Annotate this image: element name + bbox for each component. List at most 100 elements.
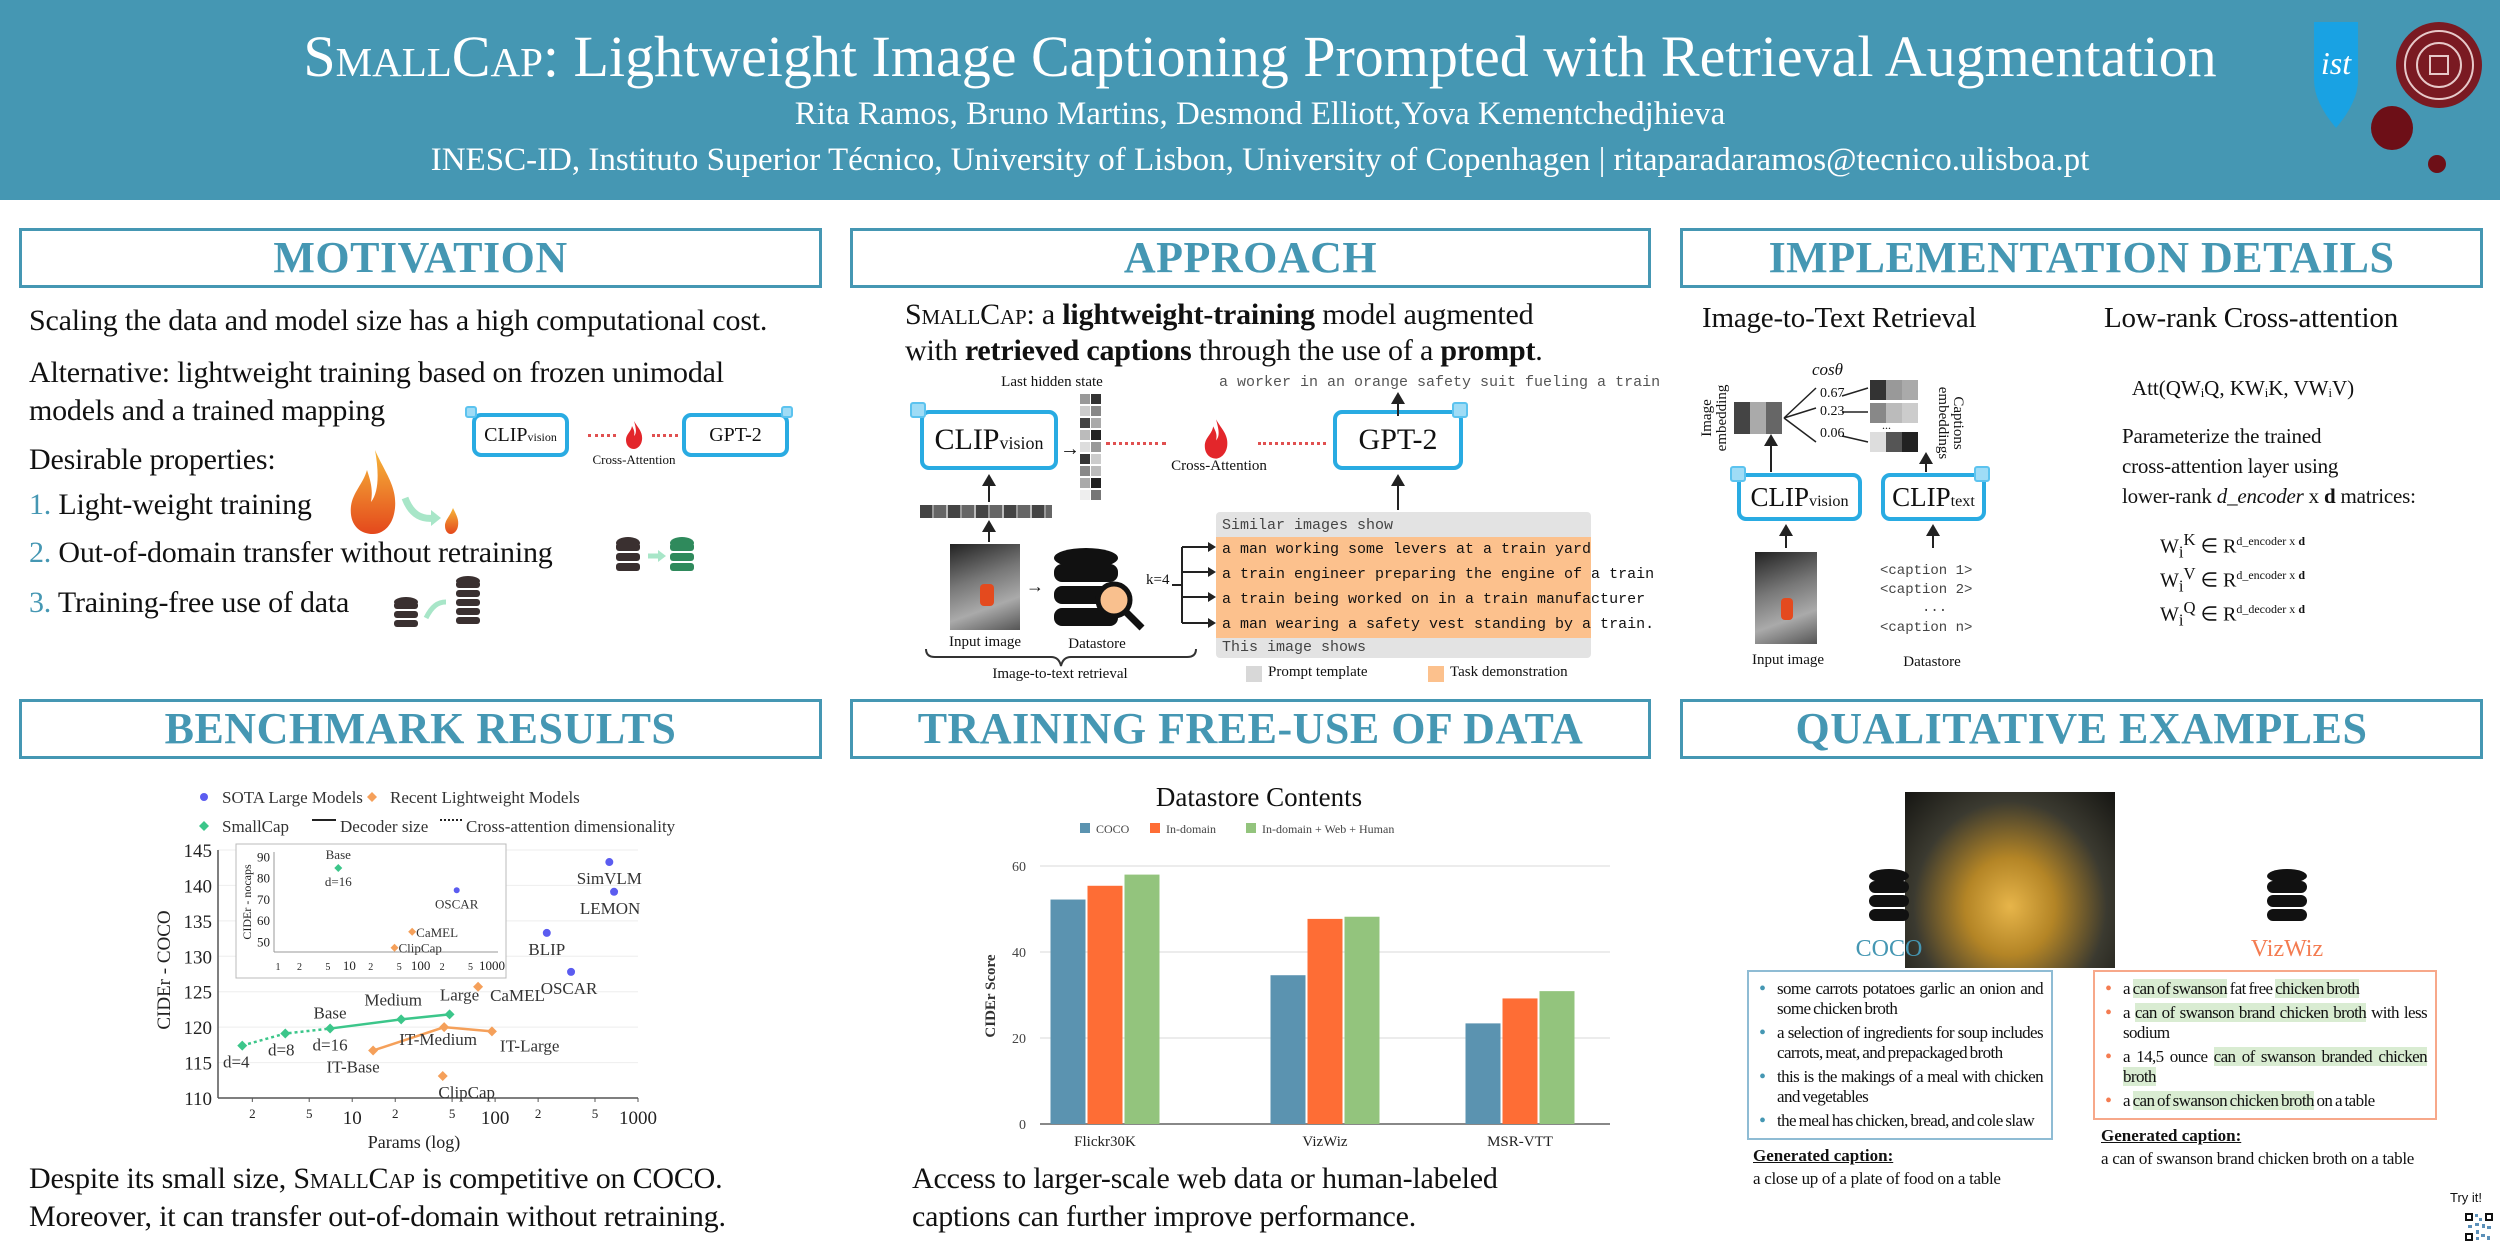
w-sup: V — [2183, 564, 2196, 583]
approach-intro-line1: SmallCap: a lightweight-training model a… — [905, 298, 1534, 332]
big-to-small-flame-icon — [350, 450, 459, 534]
legend-label: In-domain — [1166, 822, 1216, 836]
caption-text: on a table — [2313, 1091, 2376, 1110]
point-label: BLIP — [528, 940, 565, 959]
legend-marker — [199, 821, 209, 831]
motivation-p2-line1: Alternative: lightweight training based … — [29, 356, 724, 389]
y-tick-label: 120 — [184, 1018, 213, 1039]
clip-text-box: CLIPtext — [1881, 473, 1986, 521]
bar — [1270, 975, 1306, 1124]
bar — [1502, 998, 1538, 1124]
prompt-template-head: Similar images show — [1222, 517, 1394, 534]
param-text: x — [2303, 484, 2325, 508]
input-image-label: Input image — [1751, 652, 1825, 668]
x-tick-label: 2 — [535, 1106, 542, 1121]
inset-x-tick-label: 10 — [343, 958, 356, 973]
captions-embeddings-label: Captions embeddings — [1935, 386, 1966, 460]
data-point — [444, 1009, 455, 1020]
coco-retrieved-captions: some carrots potatoes garlic an onion an… — [1747, 970, 2053, 1140]
w-exp: d_encoder x — [2236, 568, 2299, 582]
inset-point-label: ClipCap — [399, 941, 442, 956]
similarity-score: 0.06 — [1820, 426, 1845, 441]
weight-dim-v: WiV ∈ Rd_encoder x d — [2160, 564, 2305, 596]
caption-text: a — [2123, 1091, 2133, 1110]
point-label: IT-Base — [326, 1058, 379, 1077]
motivation-desirable: Desirable properties: — [29, 443, 276, 476]
param-text-3: lower-rank d_encoder x d matrices: — [2122, 484, 2416, 509]
arrow-up-icon — [1926, 524, 1940, 548]
highlighted-text: can of swanson — [2132, 979, 2228, 998]
coco-example-column: some carrots potatoes garlic an onion an… — [1747, 970, 2053, 1190]
point-label: d=16 — [313, 1036, 348, 1055]
legend-label: COCO — [1096, 822, 1130, 836]
dotted-connector — [652, 434, 678, 437]
training-free-text-1: Access to larger-scale web data or human… — [912, 1162, 1498, 1195]
heading-implementation: IMPLEMENTATION DETAILS — [1680, 228, 2483, 288]
frozen-ice-icon — [1974, 466, 1990, 482]
w-sup: K — [2183, 530, 2196, 549]
param-text: lower-rank — [2122, 484, 2217, 508]
property-text: Training-free use of data — [57, 586, 350, 619]
property-item-2: 2. Out-of-domain transfer without retrai… — [29, 536, 553, 570]
list-item: this is the makings of a meal with chick… — [1757, 1067, 2044, 1107]
worker-figure — [1781, 598, 1793, 620]
heading-approach: APPROACH — [850, 228, 1651, 288]
bar — [1344, 916, 1380, 1124]
inset-point-label: CaMEL — [416, 925, 458, 940]
database-transfer-icon — [616, 537, 694, 571]
frozen-ice-icon — [781, 406, 793, 418]
y-axis-title: CIDEr - COCO — [154, 910, 175, 1029]
legend-prompt-template: Prompt template — [1268, 664, 1368, 680]
x-tick-label: 1000 — [619, 1108, 657, 1129]
property-number: 1. — [29, 488, 52, 521]
cosine-label: cosθ — [1812, 360, 1844, 379]
inset-y-tick-label: 90 — [257, 849, 270, 864]
training-free-text-2: captions can further improve performance… — [912, 1200, 1417, 1233]
inset-data-point — [334, 863, 343, 872]
clip-sub-label: vision — [1808, 492, 1849, 510]
x-tick-label: 100 — [481, 1108, 510, 1129]
x-tick-label: 5 — [449, 1106, 456, 1121]
property-number: 3. — [29, 586, 52, 619]
frozen-ice-icon — [465, 406, 477, 418]
datastore-label: Datastore — [1068, 636, 1126, 652]
inset-point-label: d=16 — [325, 874, 352, 889]
qr-code[interactable] — [2464, 1212, 2494, 1242]
w-exp-bold: d — [2298, 534, 2305, 548]
w-exp-bold: d — [2298, 602, 2305, 616]
low-rank-subtitle: Low-rank Cross-attention — [2104, 302, 2398, 334]
point-label: LEMON — [580, 899, 640, 918]
arrow-up-icon — [982, 520, 996, 542]
bar — [1087, 885, 1123, 1124]
similarity-score: 0.67 — [1820, 386, 1845, 401]
caption-text: fat free — [2227, 979, 2276, 998]
y-tick-label: 130 — [184, 947, 213, 968]
dotted-connector — [1258, 442, 1326, 445]
y-tick-label: 140 — [184, 876, 213, 897]
clip-label: CLIP — [484, 424, 528, 446]
frozen-ice-icon — [1452, 402, 1468, 418]
clip-sub-label: vision — [527, 430, 557, 444]
category-label: Flickr30K — [1074, 1134, 1136, 1150]
legend-swatch — [1150, 823, 1160, 833]
coco-generated-label: Generated caption: — [1753, 1146, 1894, 1165]
list-item: a can of swanson brand chicken broth wit… — [2103, 1003, 2428, 1043]
cross-attention-label: Cross-Attention — [1171, 458, 1267, 474]
title-model-name: SmallCap — [303, 24, 543, 89]
clip-label: CLIP — [934, 423, 1000, 456]
bar — [1124, 874, 1160, 1124]
w-exp: d_decoder x — [2236, 602, 2299, 616]
bar — [1307, 918, 1343, 1124]
list-item: a selection of ingredients for soup incl… — [1757, 1023, 2044, 1063]
vizwiz-database-icon — [2267, 869, 2307, 921]
param-text-2: cross-attention layer using — [2122, 454, 2339, 478]
retrieved-caption: a train engineer preparing the engine of… — [1222, 566, 1655, 583]
point-label: Medium — [364, 990, 422, 1009]
image-embedding-label: Image embedding — [1699, 384, 1730, 452]
coco-generated-caption: a close up of a plate of food on a table — [1753, 1169, 2001, 1188]
inset-y-tick-label: 60 — [257, 913, 270, 928]
decor-circle-small — [2428, 155, 2446, 173]
legend-label: SOTA Large Models — [222, 788, 363, 807]
clip-vision-box: CLIPvision — [1737, 473, 1862, 521]
frozen-ice-icon — [1730, 466, 1746, 482]
